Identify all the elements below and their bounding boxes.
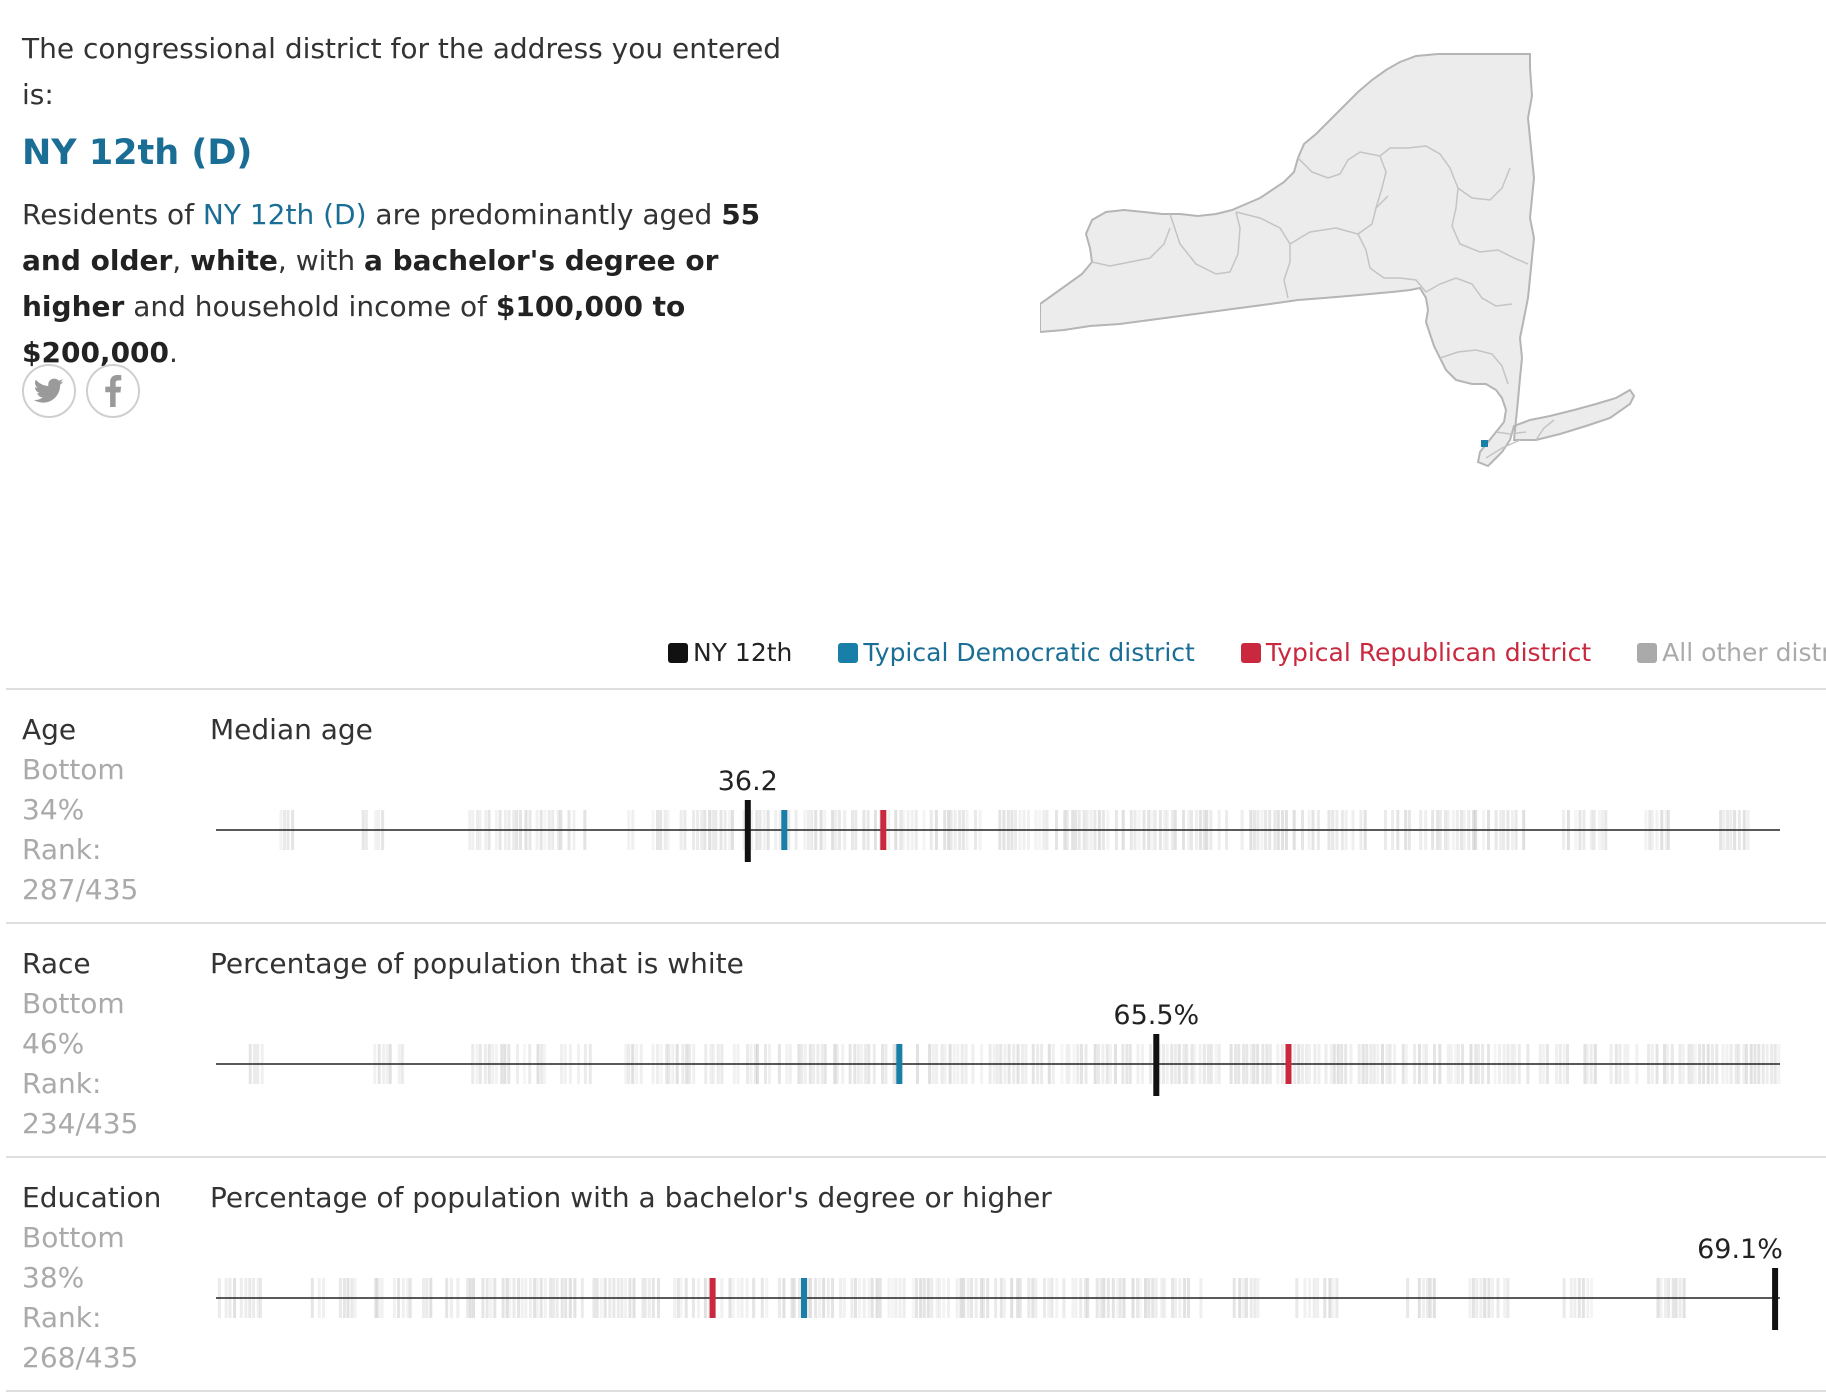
strip-chart: 36.2 (216, 766, 1780, 862)
district-value-label: 65.5% (1113, 1000, 1199, 1031)
legend-item-republican: Typical Republican district (1240, 638, 1592, 667)
legend-swatch-other (1637, 642, 1658, 663)
row-percent: 46% (22, 1027, 85, 1060)
district-value-mark[interactable] (744, 800, 751, 862)
summary-text: Residents of (22, 198, 203, 231)
row-rank: 268/435 (22, 1341, 139, 1374)
typical-republican-mark[interactable] (880, 810, 887, 850)
row-metric-title: Percentage of population that is white (210, 947, 744, 980)
intro-lead: The congressional district for the addre… (22, 32, 782, 111)
row-category: Education (22, 1181, 162, 1214)
legend-item-district: NY 12th (668, 638, 792, 667)
ny-12th-district-marker[interactable] (1481, 440, 1488, 447)
district-value-mark[interactable] (1772, 1268, 1779, 1330)
row-metric-title: Percentage of population with a bachelor… (210, 1181, 1052, 1214)
legend-swatch-district (668, 642, 688, 663)
facebook-share-button[interactable] (86, 364, 140, 418)
new-york-map (1040, 53, 1636, 468)
district-value-label: 69.1% (1697, 1234, 1783, 1265)
summary-text: . (169, 336, 178, 369)
row-rank-label: Rank: (22, 1301, 102, 1334)
share-buttons (22, 364, 140, 418)
district-value-label: 36.2 (718, 766, 778, 797)
district-link[interactable]: NY 12th (D) (202, 198, 367, 231)
strip-chart: 65.5% (216, 1000, 1781, 1096)
typical-democratic-mark[interactable] (781, 810, 788, 850)
state-outline (1040, 53, 1636, 468)
summary-race: white (190, 244, 278, 277)
row-rank: 287/435 (22, 873, 139, 906)
legend-swatch-democratic (838, 642, 859, 663)
legend-swatch-republican (1240, 642, 1261, 663)
legend-item-democratic: Typical Democratic district (838, 638, 1195, 667)
chart-legend: NY 12th Typical Democratic district Typi… (668, 638, 1826, 667)
row-rank-label: Rank: (22, 1067, 102, 1100)
typical-republican-mark[interactable] (1285, 1044, 1292, 1084)
row-rank-info: Bottom 34% Rank: 287/435 (22, 750, 172, 910)
intro-panel: The congressional district for the addre… (22, 26, 782, 376)
typical-democratic-mark[interactable] (801, 1278, 807, 1318)
summary-education: a bachelor's degree or higher (22, 244, 719, 323)
summary-text: and household income of (124, 290, 496, 323)
bottom-divider (6, 1390, 1826, 1392)
row-category: Age (22, 713, 77, 746)
row-percent: 38% (22, 1261, 85, 1294)
legend-label: All other districts (1662, 638, 1826, 667)
row-category: Race (22, 947, 91, 980)
typical-republican-mark[interactable] (709, 1278, 716, 1318)
legend-label: NY 12th (693, 638, 793, 667)
summary-text: , with (277, 244, 364, 277)
row-rank-label: Rank: (22, 833, 102, 866)
legend-label: Typical Democratic district (863, 638, 1195, 667)
legend-label: Typical Republican district (1265, 638, 1592, 667)
row-position: Bottom (22, 1221, 125, 1254)
typical-democratic-mark[interactable] (896, 1044, 903, 1084)
summary-text: , (172, 244, 191, 277)
row-age: Age Bottom 34% Rank: 287/435 Median age … (6, 688, 1826, 924)
strip-chart: 69.1% (216, 1234, 1783, 1330)
row-rank-info: Bottom 38% Rank: 268/435 (22, 1218, 172, 1378)
row-position: Bottom (22, 987, 125, 1020)
row-metric-title: Median age (210, 713, 373, 746)
row-percent: 34% (22, 793, 85, 826)
district-boundaries (1091, 145, 1555, 459)
district-summary: Residents of NY 12th (D) are predominant… (22, 192, 782, 376)
row-rank-info: Bottom 46% Rank: 234/435 (22, 984, 172, 1144)
district-value-mark[interactable] (1153, 1034, 1160, 1096)
row-education: Education Bottom 38% Rank: 268/435 Perce… (6, 1156, 1826, 1392)
legend-item-other: All other districts (1637, 638, 1826, 667)
summary-age: 55 and older (22, 198, 761, 277)
twitter-share-button[interactable] (22, 364, 76, 418)
twitter-icon (34, 378, 64, 403)
district-title: NY 12th (D) (22, 133, 253, 173)
summary-text: are predominantly aged (366, 198, 722, 231)
summary-income: $100,000 to $200,000 (22, 290, 686, 369)
row-rank: 234/435 (22, 1107, 139, 1140)
facebook-icon (105, 375, 122, 407)
row-position: Bottom (22, 753, 125, 786)
row-race: Race Bottom 46% Rank: 234/435 Percentage… (6, 922, 1826, 1158)
